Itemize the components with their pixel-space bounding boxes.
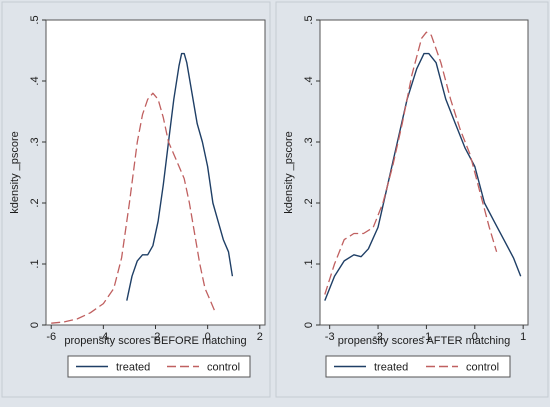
x-tick-label: 0 bbox=[472, 331, 478, 343]
x-tick-label: -3 bbox=[325, 331, 335, 343]
plot-area bbox=[45, 19, 266, 326]
x-tick-label: -2 bbox=[151, 331, 161, 343]
legend-box bbox=[325, 355, 511, 378]
x-tick-label: -6 bbox=[46, 331, 56, 343]
x-axis-label: propensity scores AFTER matching bbox=[338, 335, 510, 347]
x-tick-label: 0 bbox=[205, 331, 211, 343]
y-tick-label: .3 bbox=[303, 137, 315, 146]
y-tick-label: 0 bbox=[303, 322, 315, 328]
y-tick-label: 0 bbox=[29, 322, 41, 328]
y-tick-label: .2 bbox=[29, 198, 41, 207]
legend-label-control: control bbox=[466, 362, 499, 374]
series-line-control bbox=[51, 92, 217, 324]
x-tick-label: 2 bbox=[257, 331, 263, 343]
x-tick-label: -4 bbox=[98, 331, 108, 343]
series-line-treated bbox=[126, 52, 234, 301]
y-tick-label: .5 bbox=[303, 15, 315, 24]
legend-label-treated: treated bbox=[116, 362, 150, 374]
legend: treated control bbox=[67, 355, 251, 378]
plot-area bbox=[319, 19, 529, 326]
x-tick-label: 1 bbox=[520, 331, 526, 343]
x-axis-label: propensity scores BEFORE matching bbox=[64, 335, 246, 347]
x-tick-label: -2 bbox=[373, 331, 383, 343]
y-tick-label: .4 bbox=[303, 76, 315, 85]
y-tick-label: .3 bbox=[29, 137, 41, 146]
series-line-control bbox=[324, 31, 498, 295]
y-tick-label: .5 bbox=[29, 15, 41, 24]
legend-label-control: control bbox=[207, 362, 240, 374]
series-line-treated bbox=[324, 52, 522, 301]
chart-panel-2: 0 .1 .2 .3 .4 .5 -3 -2 -1 0 1 propensity scores AFT… bbox=[275, 1, 549, 398]
legend: treated control bbox=[325, 355, 511, 378]
y-tick-label: .1 bbox=[303, 259, 315, 268]
y-tick-label: .4 bbox=[29, 76, 41, 85]
x-tick-label: -1 bbox=[422, 331, 432, 343]
y-axis-label: kdensity _pscore bbox=[283, 131, 295, 214]
legend-box bbox=[67, 355, 251, 378]
y-tick-label: .1 bbox=[29, 259, 41, 268]
chart-panel-1: 0 .1 .2 .3 .4 .5 -6 -4 -2 0 2 propensity scores BEF… bbox=[1, 1, 271, 398]
y-tick-label: .2 bbox=[303, 198, 315, 207]
legend-label-treated: treated bbox=[374, 362, 408, 374]
y-axis-label: kdensity _pscore bbox=[9, 131, 21, 214]
